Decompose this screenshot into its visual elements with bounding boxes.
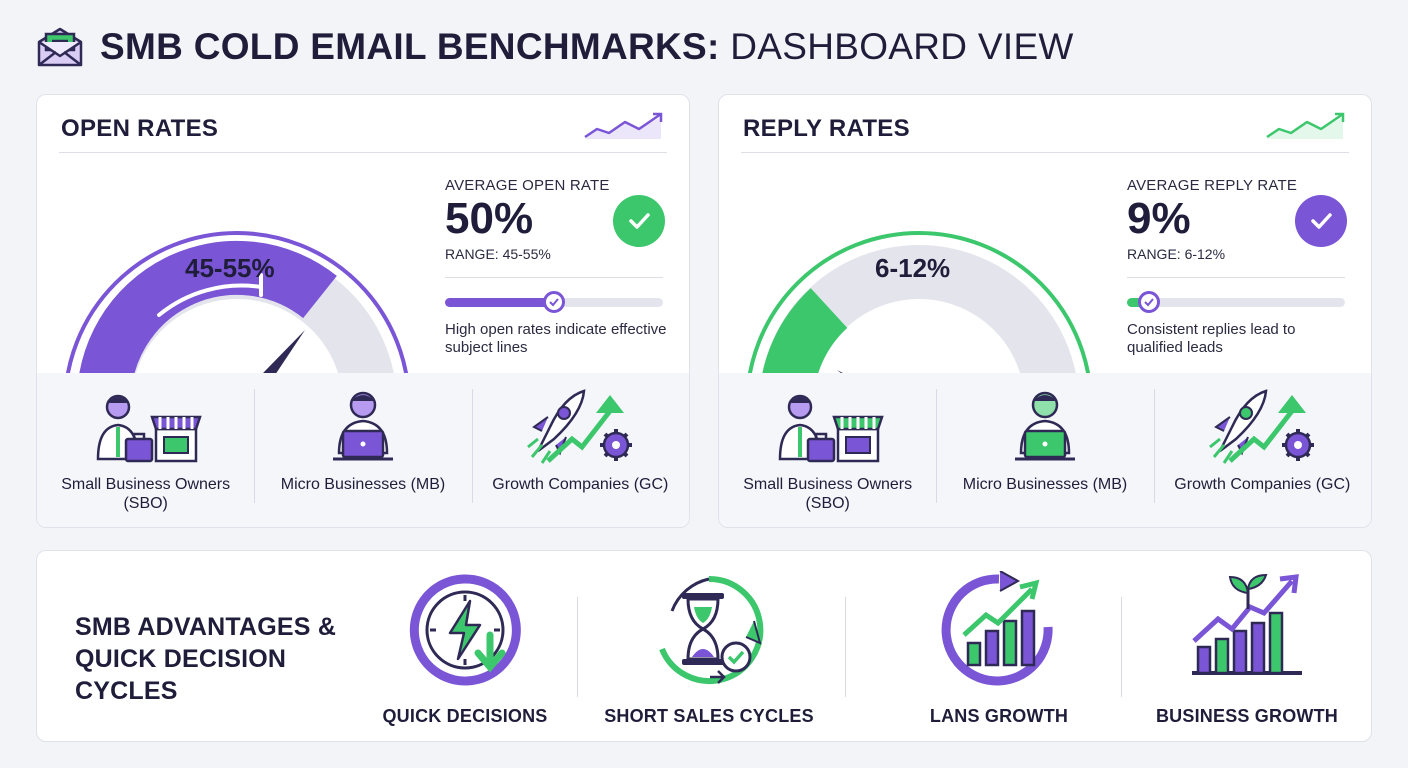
owner-shop-icon — [778, 394, 884, 463]
segment-label: Small Business Owners (SBO) — [743, 476, 913, 512]
open-rates-panel: OPEN RATES 45-55% AVERAGE OPEN RATE 50% … — [36, 94, 690, 528]
advantage-quick-decisions: QUICK DECISIONS — [355, 571, 575, 727]
growth-cycle-icon — [941, 570, 1053, 686]
advantage-lans-growth: LANS GROWTH — [889, 570, 1109, 727]
divider — [845, 597, 846, 697]
advantage-business-growth: BUSINESS GROWTH — [1137, 571, 1357, 727]
stat-note: Consistent replies lead to qualified lea… — [1127, 321, 1296, 356]
person-laptop-icon — [1014, 391, 1075, 461]
segment-label: Micro Businesses (MB) — [280, 476, 446, 493]
stat-range: RANGE: 6-12% — [1127, 246, 1226, 262]
advantage-label: LANS GROWTH — [929, 706, 1069, 726]
segment-mb: Micro Businesses (MB) — [254, 373, 471, 527]
stat-label: AVERAGE OPEN RATE — [445, 177, 610, 194]
advantages-panel: SMB ADVANTAGES & QUICK DECISION CYCLES Q… — [36, 550, 1372, 742]
rocket-growth-icon — [1209, 389, 1315, 464]
trend-up-icon — [1266, 112, 1345, 139]
gauge-fill — [76, 240, 337, 406]
gauge-label: 45-55% — [185, 253, 275, 283]
segment-label: Growth Companies (GC) — [1174, 476, 1351, 493]
advantage-short-sales-cycles: SHORT SALES CYCLES — [599, 571, 819, 727]
panel-title: OPEN RATES — [61, 115, 219, 142]
page-title-light: DASHBOARD VIEW — [719, 26, 1074, 67]
check-circle-icon — [613, 195, 665, 247]
trend-up-icon — [584, 112, 663, 139]
rocket-growth-icon — [527, 389, 633, 464]
progress-bar — [445, 291, 663, 313]
divider — [59, 152, 667, 153]
segment-label: Small Business Owners (SBO) — [61, 476, 231, 512]
segment-gc: Growth Companies (GC) — [1153, 373, 1371, 527]
stat-range: RANGE: 45-55% — [445, 246, 551, 262]
gauge-label: 6-12% — [875, 253, 951, 283]
advantage-label: SHORT SALES CYCLES — [604, 706, 814, 726]
progress-knob — [1138, 291, 1160, 313]
divider — [741, 152, 1349, 153]
stat-label: AVERAGE REPLY RATE — [1127, 177, 1298, 194]
segment-gc: Growth Companies (GC) — [471, 373, 689, 527]
clock-lightning-icon — [409, 574, 521, 686]
check-circle-icon — [1295, 195, 1347, 247]
segment-sbo: Small Business Owners (SBO) — [37, 373, 254, 527]
stat-note: High open rates indicate effective subje… — [445, 321, 667, 356]
segment-label: Micro Businesses (MB) — [962, 476, 1128, 493]
progress-knob — [543, 291, 565, 313]
segment-mb: Micro Businesses (MB) — [936, 373, 1153, 527]
page-title: SMB COLD EMAIL BENCHMARKS: DASHBOARD VIE… — [100, 26, 1074, 68]
hourglass-cycle-icon — [659, 575, 764, 684]
progress-bar — [1127, 291, 1345, 313]
divider — [577, 597, 578, 697]
average-open-rate: AVERAGE OPEN RATE 50% RANGE: 45-55% High… — [445, 177, 675, 356]
average-reply-rate: AVERAGE REPLY RATE 9% RANGE: 6-12% Consi… — [1127, 177, 1357, 356]
stat-value: 50% — [445, 194, 534, 243]
page-header: SMB COLD EMAIL BENCHMARKS: DASHBOARD VIE… — [36, 22, 1074, 72]
plant-growth-chart-icon — [1192, 573, 1302, 675]
advantages-title: SMB ADVANTAGES & QUICK DECISION CYCLES — [75, 613, 337, 705]
divider — [445, 277, 663, 278]
segment-label: Growth Companies (GC) — [492, 476, 669, 493]
page-title-bold: SMB COLD EMAIL BENCHMARKS: — [100, 26, 720, 67]
segment-sbo: Small Business Owners (SBO) — [719, 373, 936, 527]
segment-row: Small Business Owners (SBO) Micro Busine… — [37, 373, 689, 527]
panel-title: REPLY RATES — [743, 115, 910, 142]
reply-rates-panel: REPLY RATES 6-12% AVERAGE REPLY RATE 9% … — [718, 94, 1372, 528]
advantage-label: BUSINESS GROWTH — [1155, 706, 1338, 726]
segment-row: Small Business Owners (SBO) Micro Busine… — [719, 373, 1371, 527]
divider — [1121, 597, 1122, 697]
stat-value: 9% — [1127, 194, 1191, 243]
envelope-icon — [37, 27, 83, 67]
advantage-label: QUICK DECISIONS — [382, 706, 548, 726]
owner-shop-icon — [96, 394, 202, 463]
divider — [1127, 277, 1345, 278]
person-laptop-icon — [332, 391, 393, 461]
